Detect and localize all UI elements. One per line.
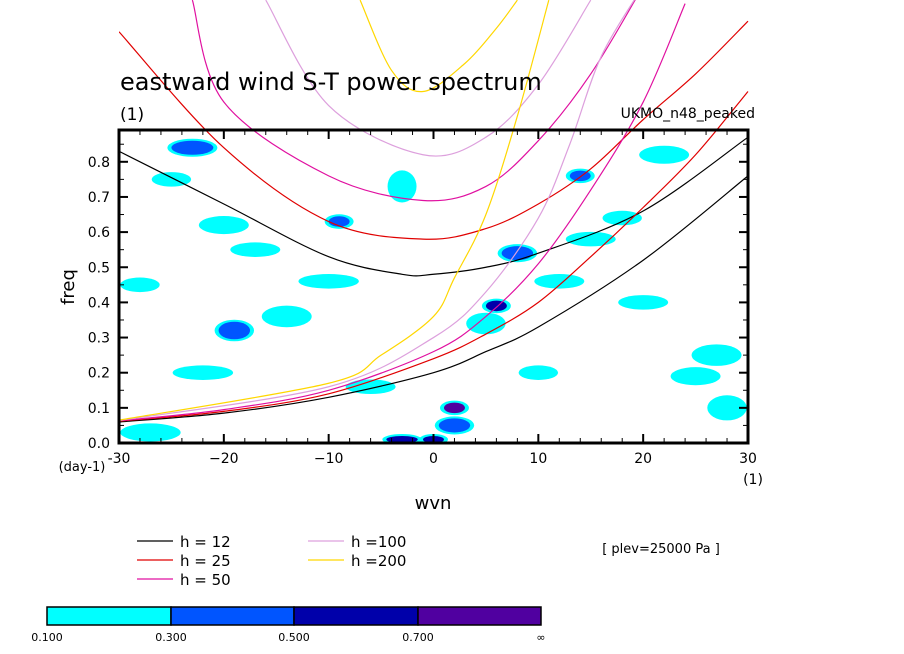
- curve-25-branch-0: [119, 91, 749, 422]
- contour-patch: [518, 365, 559, 380]
- curve-200-branch-0: [119, 0, 550, 421]
- contour-patch-core: [501, 246, 534, 261]
- x-axis-label: wvn: [415, 493, 452, 514]
- legend-label: h = 50: [180, 571, 231, 589]
- title-units: (1): [120, 105, 144, 125]
- colorbar-label: 0.300: [155, 631, 187, 644]
- colorbar-swatch: [293, 606, 419, 626]
- dispersion-curves: [119, 0, 749, 423]
- contour-patch: [198, 216, 249, 235]
- axis-ticks: [118, 130, 749, 444]
- contour-patch: [345, 379, 396, 395]
- legend-label: h = 25: [180, 552, 231, 570]
- y-tick-label: 0.4: [88, 295, 110, 311]
- colorbar: 0.100 0.300 0.500 0.700 ∞: [31, 606, 546, 644]
- legend-label: h =100: [351, 533, 406, 551]
- contour-patch: [172, 365, 234, 380]
- x-tick-label: -30: [108, 451, 131, 467]
- contour-patch: [298, 274, 359, 289]
- x-tick-label: 10: [529, 451, 547, 467]
- colorbar-label: 0.100: [31, 631, 63, 644]
- y-tick-label: 0.2: [88, 366, 110, 382]
- y-tick-label: 0.5: [88, 260, 110, 276]
- colorbar-label: ∞: [536, 631, 545, 644]
- curve-50-branch-0: [119, 3, 686, 422]
- y-tick-label: 0.8: [88, 155, 110, 171]
- contour-patch: [120, 423, 181, 442]
- contour-patch: [602, 210, 642, 226]
- colorbar-label: 0.500: [278, 631, 310, 644]
- x-tick-label: −20: [209, 451, 239, 467]
- contour-patch: [618, 295, 669, 310]
- contour-patch: [691, 344, 742, 366]
- contour-patch-core: [171, 140, 214, 155]
- contour-patch: [534, 274, 585, 289]
- curve-200-branch-1: [359, 0, 518, 93]
- x-axis-units: (1): [743, 472, 763, 488]
- y-tick-label: 0.3: [88, 331, 110, 347]
- legend-label: h =200: [351, 552, 406, 570]
- colorbar-swatch: [417, 606, 542, 626]
- colorbar-label: 0.700: [402, 631, 434, 644]
- legend-label: h = 12: [180, 533, 231, 551]
- contour-patch-core: [569, 170, 591, 182]
- curve-100-branch-1: [265, 0, 592, 157]
- curve-50-branch-1: [191, 0, 636, 202]
- y-tick-label: 0.1: [88, 401, 110, 417]
- contour-patch: [670, 367, 721, 386]
- contour-patch: [639, 145, 690, 164]
- y-axis-label: freq: [58, 269, 79, 305]
- contour-patch: [565, 231, 616, 247]
- x-tick-labels: -30 −20 −10 0 10 20 30: [108, 451, 757, 467]
- x-tick-label: 0: [429, 451, 438, 467]
- contour-patch: [261, 305, 312, 328]
- contour-patch: [387, 170, 417, 203]
- dataset-label: UKMO_n48_peaked: [621, 106, 755, 122]
- contour-patch-core: [443, 402, 465, 414]
- curve-100-branch-0: [119, 0, 635, 422]
- contour-patch: [707, 395, 747, 421]
- x-tick-label: 20: [634, 451, 652, 467]
- contour-patches: [120, 138, 747, 444]
- y-tick-label: 0.0: [88, 436, 110, 452]
- x-tick-label: 30: [739, 451, 757, 467]
- plot-frame: [117, 128, 750, 445]
- x-tick-label: −10: [314, 451, 344, 467]
- contour-patch-core: [218, 321, 251, 340]
- plev-annotation: [ plev=25000 Pa ]: [602, 542, 720, 557]
- contour-patch: [120, 277, 160, 293]
- curve-25-branch-1: [119, 20, 749, 240]
- y-tick-label: 0.7: [88, 190, 110, 206]
- contour-patch: [230, 242, 281, 257]
- chart-title: eastward wind S-T power spectrum: [120, 68, 542, 96]
- contour-patch-core: [438, 418, 471, 433]
- y-tick-label: 0.6: [88, 225, 110, 241]
- contour-patch-core: [386, 435, 418, 443]
- colorbar-swatch: [170, 606, 295, 626]
- contour-patch-core: [328, 216, 350, 227]
- y-axis-units: (day-1): [59, 460, 106, 475]
- contour-patch-core: [485, 300, 507, 312]
- curve-12-branch-0: [119, 175, 749, 423]
- colorbar-swatch: [46, 606, 172, 626]
- y-tick-labels: 0.0 0.1 0.2 0.3 0.4 0.5 0.6 0.7 0.8: [88, 155, 110, 452]
